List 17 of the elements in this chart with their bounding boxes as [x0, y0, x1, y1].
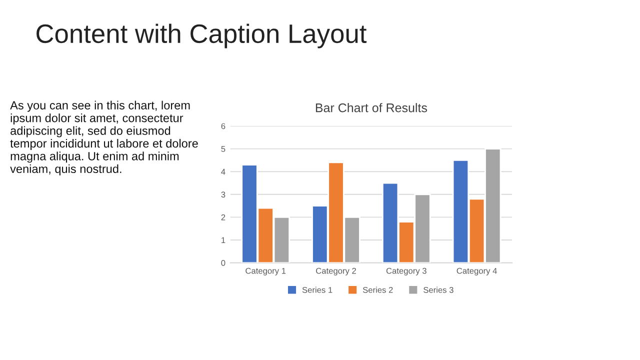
legend-label: Series 3 — [424, 286, 454, 293]
y-tick-label: 4 — [221, 168, 226, 175]
y-tick-label: 6 — [221, 123, 226, 130]
x-tick-label: Category 3 — [386, 268, 426, 276]
x-tick-label: Category 4 — [456, 268, 497, 276]
text: Content with Caption Layout — [36, 24, 367, 48]
chart-title: Bar Chart of Results — [316, 103, 428, 112]
y-tick-label: 5 — [221, 146, 226, 152]
legend-label: Series 2 — [362, 286, 393, 293]
y-tick-label: 3 — [221, 192, 226, 198]
x-tick-label: Category 1 — [246, 268, 286, 276]
y-tick-label: 0 — [221, 260, 226, 266]
y-tick-label: 2 — [221, 214, 226, 220]
legend-label: Series 1 — [302, 286, 332, 293]
text: As you can see in this chart, lorem ipsum dolor sit amet, consectetur adipiscing elit, sed do eiusmod tempor incididunt ut labore et dolore magna aliqua. Ut enim ad minim veniam, quis nostrud. — [10, 100, 198, 176]
y-tick-label: 1 — [222, 237, 226, 244]
x-tick-label: Category 2 — [316, 268, 356, 276]
